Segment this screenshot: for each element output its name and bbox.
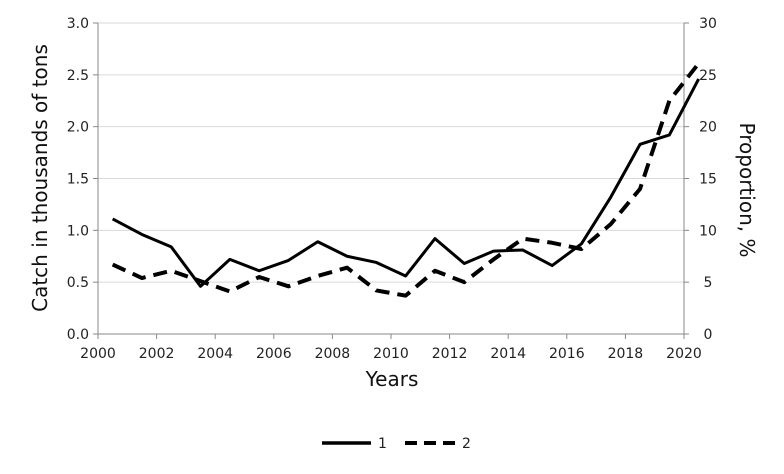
legend-label-series-2: 2 (462, 436, 471, 452)
x-tick-label: 2014 (490, 346, 526, 362)
y-right-tick-label: 20 (699, 120, 717, 136)
x-tick-label: 2006 (256, 346, 292, 362)
x-tick-label: 2000 (80, 346, 116, 362)
y-right-tick-label: 0 (704, 327, 713, 343)
tick-labels: 0.0 0.5 1.0 1.5 2.0 2.5 3.0 0 5 10 15 20 25 30 2000 200… (67, 16, 717, 362)
x-tick-label: 2004 (197, 346, 233, 362)
y-right-tick-label: 10 (699, 223, 717, 239)
y-left-tick-label: 3.0 (67, 16, 89, 32)
series-line-1 (111, 78, 700, 288)
x-tick-label: 2018 (608, 346, 644, 362)
series-lines (111, 62, 701, 298)
legend-label-series-1: 1 (378, 436, 387, 452)
x-tick-label: 2002 (139, 346, 175, 362)
y-left-tick-label: 0.5 (67, 275, 89, 291)
series-line-2 (111, 62, 701, 298)
legend: 1 2 (322, 436, 471, 452)
y-right-tick-label: 5 (704, 275, 713, 291)
y-left-tick-label: 2.5 (67, 68, 89, 84)
y-left-tick-label: 1.0 (67, 223, 89, 239)
axes (93, 22, 689, 339)
gridlines (98, 22, 684, 283)
y-axis-left-title: Catch in thousands of tons (28, 44, 52, 312)
x-tick-label: 2016 (549, 346, 585, 362)
y-left-tick-label: 1.5 (67, 172, 89, 188)
y-left-tick-label: 2.0 (67, 120, 89, 136)
y-axis-right-title: Proportion, % (735, 123, 759, 258)
x-tick-label: 2012 (432, 346, 468, 362)
y-right-tick-label: 25 (699, 68, 717, 84)
x-tick-label: 2020 (666, 346, 702, 362)
y-right-tick-label: 15 (699, 172, 717, 188)
y-right-tick-label: 30 (699, 16, 717, 32)
x-axis-title: Years (365, 367, 419, 391)
x-tick-label: 2010 (373, 346, 409, 362)
x-tick-label: 2008 (315, 346, 351, 362)
y-left-tick-label: 0.0 (67, 327, 89, 343)
